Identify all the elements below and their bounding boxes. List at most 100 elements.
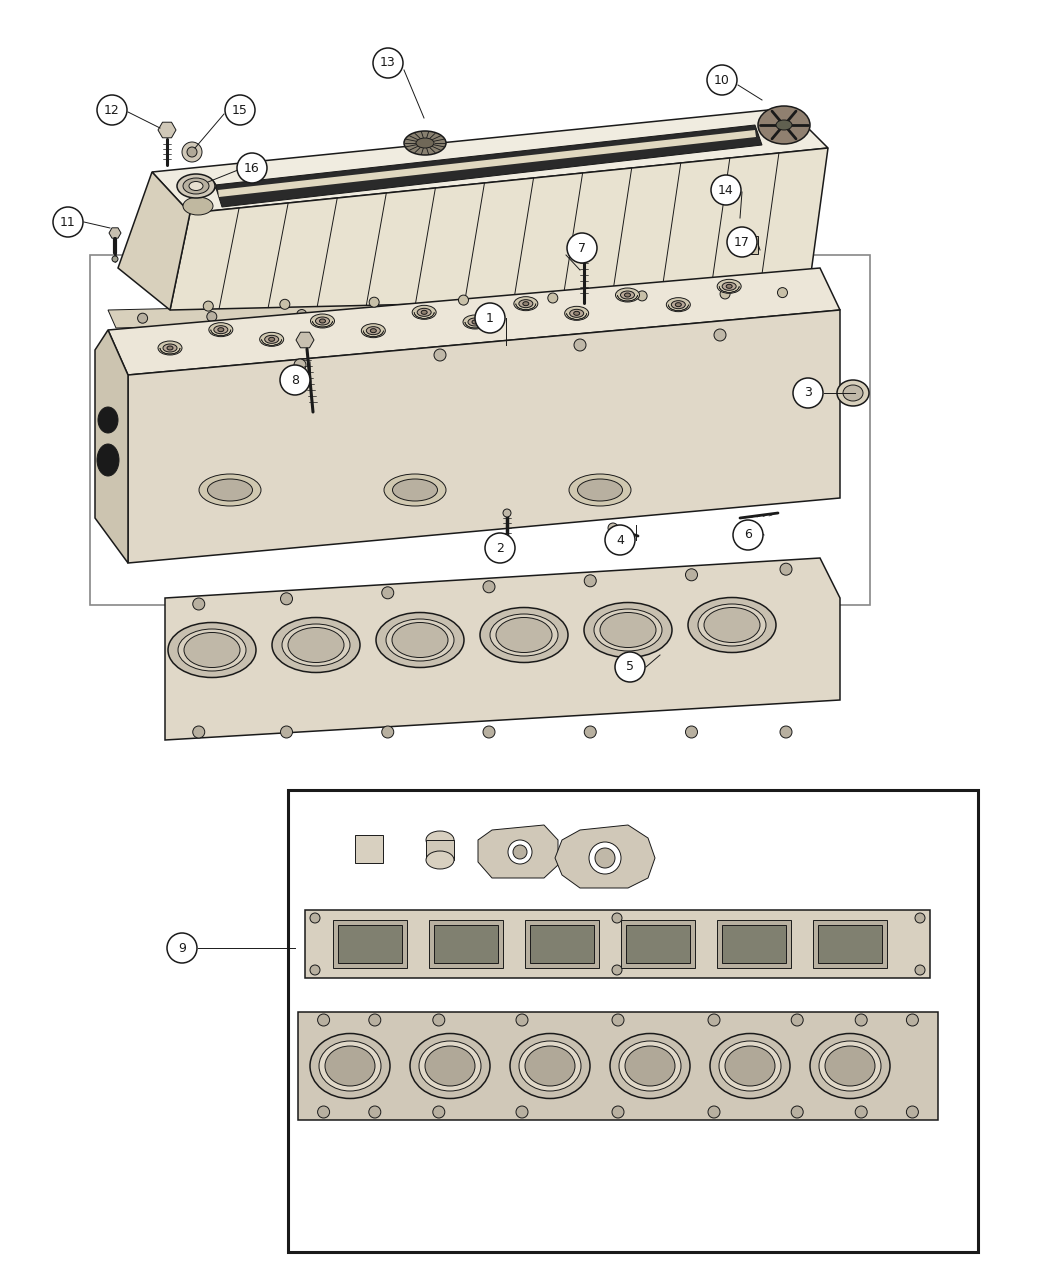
Ellipse shape [183, 179, 209, 194]
Circle shape [855, 1105, 867, 1118]
Ellipse shape [621, 291, 634, 300]
Ellipse shape [366, 326, 380, 334]
Polygon shape [118, 172, 190, 310]
Bar [333, 921, 407, 968]
Ellipse shape [259, 333, 284, 347]
Ellipse shape [722, 282, 736, 291]
Ellipse shape [426, 850, 454, 870]
Text: 5: 5 [626, 660, 634, 673]
Text: 13: 13 [380, 56, 396, 70]
Circle shape [589, 842, 621, 873]
Ellipse shape [584, 603, 672, 658]
Ellipse shape [319, 1040, 381, 1091]
Ellipse shape [625, 293, 630, 297]
Ellipse shape [569, 474, 631, 506]
Ellipse shape [724, 1046, 775, 1086]
Circle shape [711, 175, 741, 205]
Ellipse shape [671, 301, 686, 309]
Polygon shape [108, 268, 840, 375]
Ellipse shape [282, 623, 350, 666]
Bar [717, 921, 791, 968]
Circle shape [612, 913, 622, 923]
Circle shape [382, 586, 394, 599]
Ellipse shape [180, 177, 216, 195]
Ellipse shape [163, 344, 177, 352]
Bar [429, 921, 503, 968]
Circle shape [382, 725, 394, 738]
Polygon shape [576, 238, 592, 252]
Circle shape [433, 1105, 445, 1118]
Ellipse shape [825, 1046, 875, 1086]
Circle shape [707, 65, 737, 96]
Circle shape [508, 840, 532, 864]
Ellipse shape [168, 622, 256, 677]
Circle shape [777, 288, 788, 297]
Circle shape [112, 256, 118, 261]
Ellipse shape [184, 632, 240, 668]
Ellipse shape [272, 617, 360, 672]
Polygon shape [109, 228, 121, 238]
Circle shape [490, 305, 501, 315]
Circle shape [615, 652, 645, 682]
Polygon shape [94, 330, 128, 564]
Circle shape [513, 845, 527, 859]
Polygon shape [152, 108, 828, 213]
Polygon shape [215, 125, 762, 207]
Ellipse shape [208, 479, 252, 501]
Circle shape [369, 1014, 381, 1026]
Circle shape [708, 1105, 720, 1118]
Circle shape [637, 291, 647, 301]
Text: 4: 4 [616, 533, 624, 547]
Ellipse shape [319, 319, 326, 323]
Ellipse shape [625, 1046, 675, 1086]
Bar [304, 910, 930, 978]
Text: 15: 15 [232, 103, 248, 116]
Circle shape [370, 297, 379, 307]
Ellipse shape [404, 131, 446, 156]
Ellipse shape [837, 380, 869, 405]
Circle shape [373, 48, 403, 78]
Text: 14: 14 [718, 184, 734, 196]
Text: 17: 17 [734, 236, 750, 249]
Circle shape [612, 1014, 624, 1026]
Bar [621, 921, 695, 968]
Ellipse shape [704, 607, 760, 643]
Circle shape [605, 525, 635, 555]
Ellipse shape [217, 328, 224, 332]
Circle shape [434, 349, 446, 361]
Ellipse shape [573, 311, 580, 315]
Circle shape [433, 1014, 445, 1026]
Text: 6: 6 [744, 529, 752, 542]
Circle shape [677, 301, 688, 311]
Ellipse shape [315, 317, 330, 325]
Polygon shape [478, 825, 558, 878]
Circle shape [793, 377, 823, 408]
Ellipse shape [758, 106, 810, 144]
Ellipse shape [214, 325, 228, 334]
Text: 12: 12 [104, 103, 120, 116]
Ellipse shape [158, 340, 182, 354]
Circle shape [294, 360, 306, 371]
Ellipse shape [386, 618, 454, 660]
Circle shape [97, 96, 127, 125]
Bar [626, 924, 690, 963]
Ellipse shape [667, 297, 690, 311]
Polygon shape [218, 130, 756, 198]
Circle shape [548, 293, 558, 303]
Ellipse shape [326, 1046, 375, 1086]
Polygon shape [108, 295, 808, 328]
Ellipse shape [513, 297, 538, 311]
Ellipse shape [384, 474, 446, 506]
Circle shape [686, 569, 697, 581]
Text: 2: 2 [496, 542, 504, 555]
Circle shape [906, 1105, 919, 1118]
Circle shape [720, 289, 730, 298]
Circle shape [714, 329, 726, 340]
Circle shape [394, 307, 403, 317]
Circle shape [516, 1014, 528, 1026]
Ellipse shape [311, 314, 335, 328]
Text: 8: 8 [291, 374, 299, 386]
Polygon shape [128, 310, 840, 564]
Circle shape [207, 311, 216, 321]
Bar [355, 835, 383, 863]
